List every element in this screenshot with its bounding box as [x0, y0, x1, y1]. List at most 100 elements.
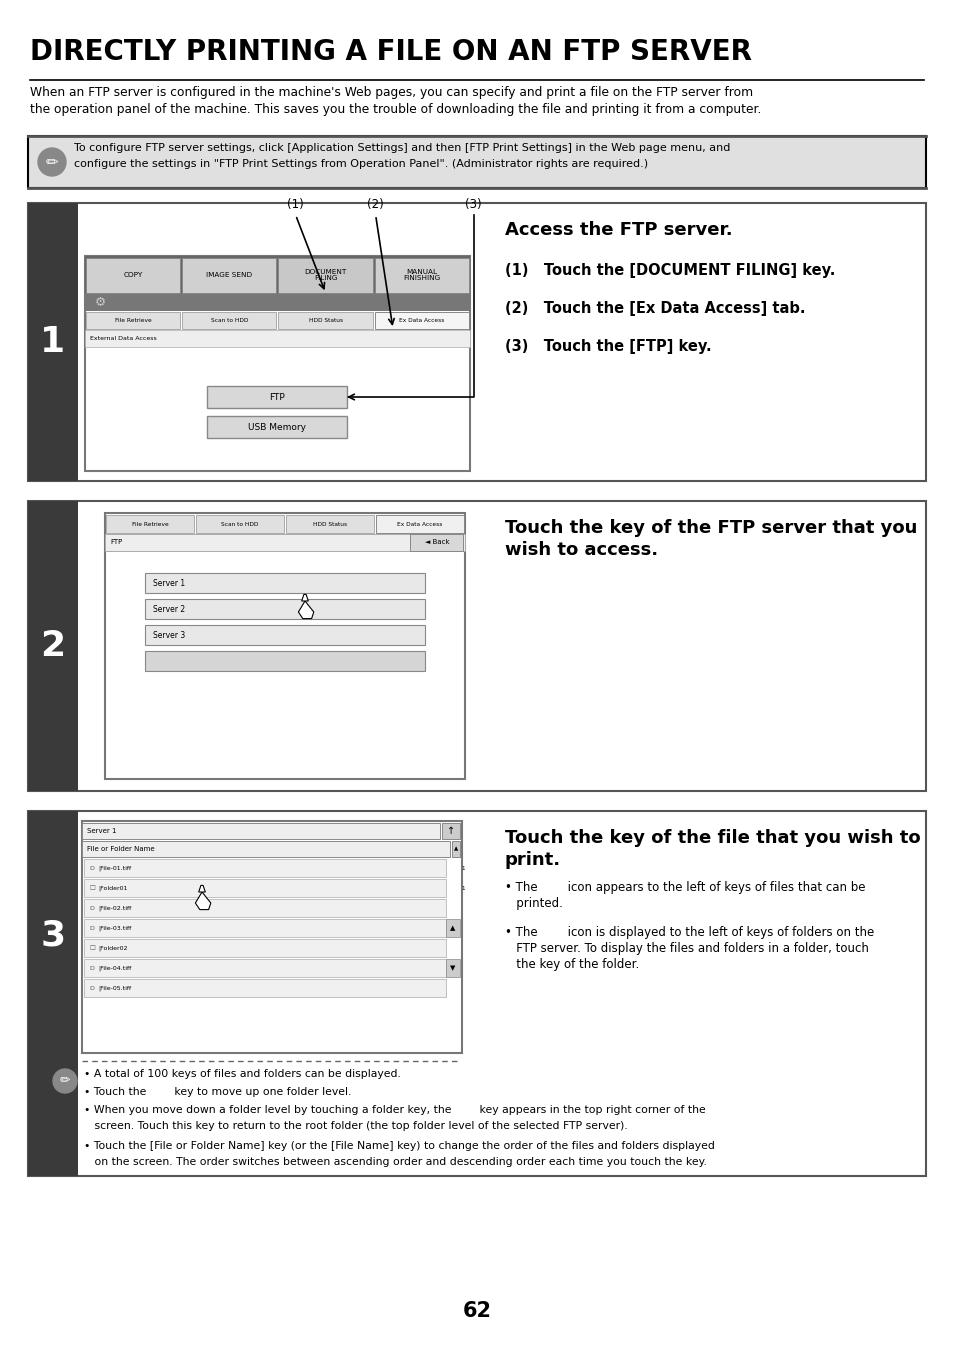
- Bar: [84, 880, 446, 897]
- Bar: [145, 626, 424, 644]
- Text: ▲: ▲: [454, 847, 457, 851]
- Bar: [286, 515, 374, 534]
- Text: (3): (3): [465, 199, 481, 211]
- Text: When an FTP server is configured in the machine's Web pages, you can specify and: When an FTP server is configured in the …: [30, 86, 752, 99]
- Text: FTP: FTP: [269, 393, 285, 401]
- Bar: [84, 959, 446, 977]
- Text: ✏: ✏: [60, 1074, 71, 1088]
- Text: |Folder02: |Folder02: [98, 946, 128, 951]
- Bar: [195, 515, 284, 534]
- Bar: [84, 939, 446, 957]
- Bar: [84, 859, 446, 877]
- Circle shape: [38, 149, 66, 176]
- Text: • A total of 100 keys of files and folders can be displayed.: • A total of 100 keys of files and folde…: [84, 1069, 400, 1079]
- Bar: [84, 919, 446, 938]
- Text: 62: 62: [462, 1301, 491, 1321]
- Bar: [145, 573, 424, 593]
- Text: (3)   Touch the [FTP] key.: (3) Touch the [FTP] key.: [504, 339, 711, 354]
- Text: ⚙: ⚙: [95, 296, 106, 308]
- Text: ▼: ▼: [450, 965, 456, 971]
- Text: printed.: printed.: [504, 897, 562, 911]
- Text: print.: print.: [504, 851, 560, 869]
- Text: File Retrieve: File Retrieve: [132, 521, 168, 527]
- Text: To configure FTP server settings, click [Application Settings] and then [FTP Pri: To configure FTP server settings, click …: [74, 143, 730, 153]
- Bar: [86, 258, 180, 293]
- Text: 1: 1: [460, 885, 464, 890]
- Text: DOCUMENT
FILING: DOCUMENT FILING: [304, 269, 346, 281]
- Text: File Retrieve: File Retrieve: [114, 317, 152, 323]
- Text: Server 1: Server 1: [87, 828, 116, 834]
- Text: (1): (1): [287, 199, 304, 211]
- Bar: [207, 416, 347, 438]
- Text: D: D: [89, 985, 93, 990]
- Text: the key of the folder.: the key of the folder.: [504, 958, 639, 971]
- Text: 1: 1: [460, 866, 464, 870]
- Text: (2): (2): [367, 199, 384, 211]
- Bar: [28, 811, 925, 1175]
- Bar: [182, 258, 276, 293]
- Text: ✏: ✏: [46, 154, 58, 169]
- Text: ↑: ↑: [446, 825, 455, 836]
- Polygon shape: [298, 601, 314, 619]
- Text: HDD Status: HDD Status: [308, 317, 342, 323]
- Text: Server 2: Server 2: [152, 604, 185, 613]
- Bar: [28, 811, 78, 1175]
- Text: D: D: [89, 925, 93, 931]
- Text: USB Memory: USB Memory: [248, 423, 306, 431]
- Bar: [446, 919, 459, 938]
- Bar: [145, 598, 424, 619]
- Text: D: D: [89, 866, 93, 870]
- Text: ▲: ▲: [450, 925, 456, 931]
- Text: HDD Status: HDD Status: [313, 521, 347, 527]
- Text: (2)   Touch the [Ex Data Access] tab.: (2) Touch the [Ex Data Access] tab.: [504, 301, 804, 316]
- Text: |File-01.tiff: |File-01.tiff: [98, 865, 131, 871]
- Bar: [278, 258, 373, 293]
- Text: FTP server. To display the files and folders in a folder, touch: FTP server. To display the files and fol…: [504, 942, 868, 955]
- Bar: [85, 330, 470, 347]
- Text: on the screen. The order switches between ascending order and descending order e: on the screen. The order switches betwee…: [84, 1156, 706, 1167]
- Bar: [28, 136, 925, 188]
- Bar: [86, 312, 180, 330]
- Text: |File-05.tiff: |File-05.tiff: [98, 985, 131, 990]
- Text: 1: 1: [40, 326, 66, 359]
- Text: Server 3: Server 3: [152, 631, 185, 639]
- Bar: [85, 295, 470, 311]
- Text: configure the settings in "FTP Print Settings from Operation Panel". (Administra: configure the settings in "FTP Print Set…: [74, 159, 647, 169]
- Text: 2: 2: [40, 630, 66, 663]
- Text: FTP: FTP: [110, 539, 122, 544]
- Text: D: D: [89, 966, 93, 970]
- Text: Ex Data Access: Ex Data Access: [396, 521, 442, 527]
- Text: DIRECTLY PRINTING A FILE ON AN FTP SERVER: DIRECTLY PRINTING A FILE ON AN FTP SERVE…: [30, 38, 751, 66]
- Bar: [105, 534, 464, 551]
- Bar: [182, 312, 276, 330]
- Text: wish to access.: wish to access.: [504, 540, 658, 559]
- Text: Scan to HDD: Scan to HDD: [211, 317, 248, 323]
- Text: Touch the key of the FTP server that you: Touch the key of the FTP server that you: [504, 519, 917, 536]
- Text: Touch the key of the file that you wish to: Touch the key of the file that you wish …: [504, 830, 920, 847]
- Text: • The        icon is displayed to the left of keys of folders on the: • The icon is displayed to the left of k…: [504, 925, 873, 939]
- Polygon shape: [198, 885, 205, 892]
- Bar: [410, 534, 462, 551]
- Text: D: D: [89, 905, 93, 911]
- Text: (1)   Touch the [DOCUMENT FILING] key.: (1) Touch the [DOCUMENT FILING] key.: [504, 263, 835, 278]
- Bar: [207, 386, 347, 408]
- Bar: [375, 515, 463, 534]
- Text: |File-02.tiff: |File-02.tiff: [98, 905, 132, 911]
- Text: □: □: [89, 885, 94, 890]
- Circle shape: [53, 1069, 77, 1093]
- Bar: [145, 651, 424, 671]
- Text: • Touch the        key to move up one folder level.: • Touch the key to move up one folder le…: [84, 1088, 351, 1097]
- Bar: [278, 312, 373, 330]
- Bar: [28, 501, 78, 790]
- Bar: [28, 203, 78, 481]
- Bar: [82, 823, 439, 839]
- Bar: [85, 255, 470, 471]
- Bar: [106, 515, 193, 534]
- Text: screen. Touch this key to return to the root folder (the top folder level of the: screen. Touch this key to return to the …: [84, 1121, 627, 1131]
- Text: • When you move down a folder level by touching a folder key, the        key app: • When you move down a folder level by t…: [84, 1105, 705, 1115]
- Bar: [82, 842, 450, 857]
- Text: External Data Access: External Data Access: [90, 335, 156, 340]
- Text: MANUAL
FINISHING: MANUAL FINISHING: [403, 269, 440, 281]
- Bar: [84, 979, 446, 997]
- Bar: [28, 203, 925, 481]
